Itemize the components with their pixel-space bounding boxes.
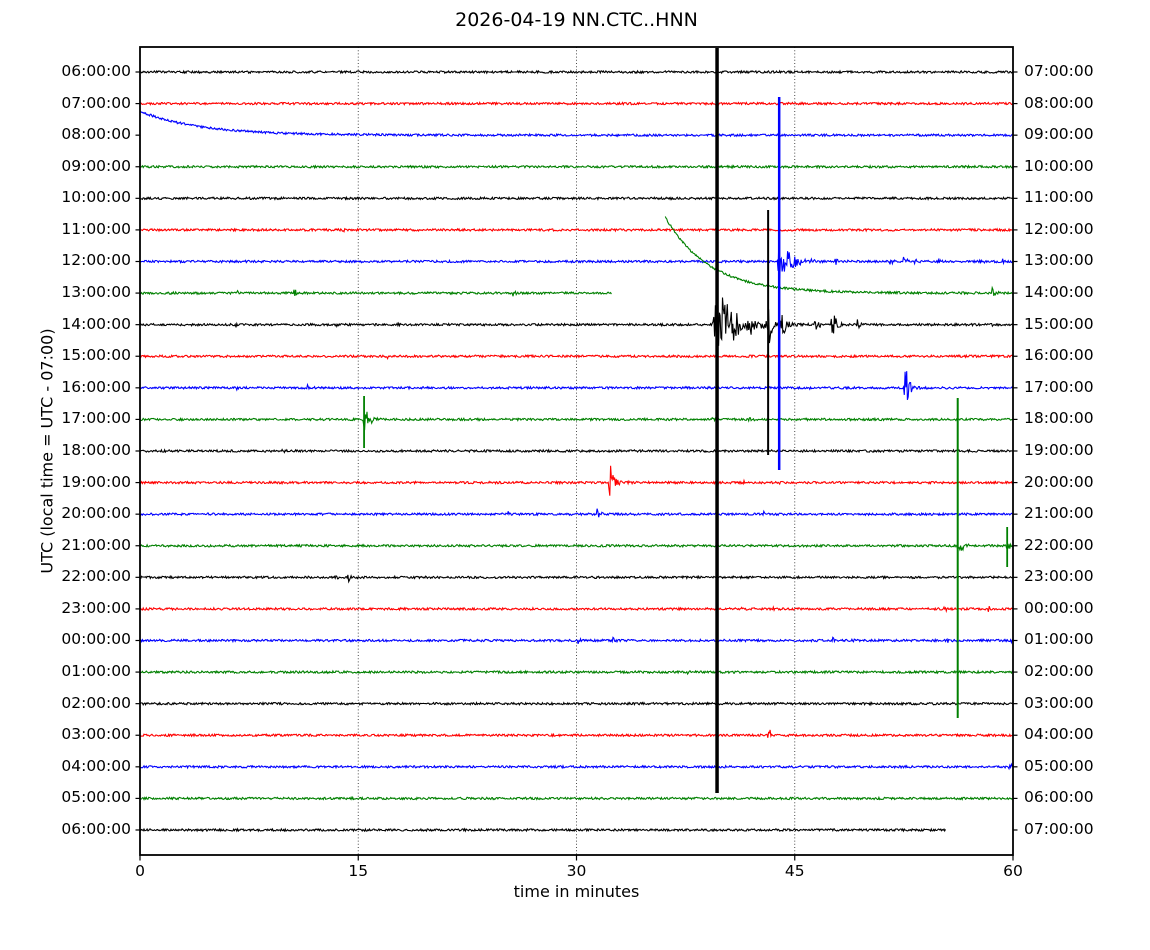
trace-17:00:00 xyxy=(139,411,1014,431)
trace-23:00:00 xyxy=(139,605,1014,614)
x-tick-label: 15 xyxy=(348,862,369,880)
right-time-label: 23:00:00 xyxy=(1024,567,1094,586)
x-tick-label: 30 xyxy=(566,862,587,880)
trace-20:00:00 xyxy=(139,508,1014,518)
trace-21:00:00 xyxy=(139,542,1014,552)
right-time-label: 07:00:00 xyxy=(1024,62,1094,80)
right-time-label: 06:00:00 xyxy=(1024,788,1094,807)
trace-19:00:00 xyxy=(139,465,1014,496)
left-time-label: 00:00:00 xyxy=(61,630,131,649)
trace-07:00:00 xyxy=(139,101,1014,107)
left-time-label: 10:00:00 xyxy=(61,188,131,207)
right-time-label: 02:00:00 xyxy=(1024,662,1094,681)
left-time-label: 18:00:00 xyxy=(61,440,131,459)
right-time-label: 05:00:00 xyxy=(1024,756,1094,775)
left-time-label: 06:00:00 xyxy=(61,62,131,80)
trace-14:00:00 xyxy=(139,293,1014,346)
left-time-label: 02:00:00 xyxy=(61,693,131,712)
x-tick-label: 0 xyxy=(135,862,145,880)
left-time-label: 08:00:00 xyxy=(61,125,131,144)
trace-13:00:00 xyxy=(664,216,1014,296)
right-time-label: 01:00:00 xyxy=(1024,630,1094,649)
left-time-label: 05:00:00 xyxy=(61,788,131,807)
trace-01:00:00 xyxy=(139,669,1014,676)
right-time-label: 21:00:00 xyxy=(1024,504,1094,523)
right-time-label: 08:00:00 xyxy=(1024,93,1094,112)
right-time-label: 20:00:00 xyxy=(1024,472,1094,491)
right-time-label: 00:00:00 xyxy=(1024,598,1094,617)
right-time-label: 12:00:00 xyxy=(1024,219,1094,238)
right-time-label: 11:00:00 xyxy=(1024,188,1094,207)
left-time-label: 15:00:00 xyxy=(61,346,131,365)
trace-16:00:00 xyxy=(139,371,1014,400)
left-time-label: 04:00:00 xyxy=(61,756,131,775)
left-time-label: 16:00:00 xyxy=(61,377,131,396)
trace-11:00:00 xyxy=(139,227,1014,233)
right-time-label: 13:00:00 xyxy=(1024,251,1094,270)
left-time-label: 09:00:00 xyxy=(61,156,131,175)
trace-22:00:00 xyxy=(139,574,1014,584)
trace-08:00:00 xyxy=(139,110,1014,138)
trace-15:00:00 xyxy=(139,353,1014,360)
trace-06:00:00 xyxy=(139,827,946,833)
right-time-label: 14:00:00 xyxy=(1024,283,1094,302)
trace-05:00:00 xyxy=(139,795,1014,801)
trace-18:00:00 xyxy=(139,448,1014,454)
x-tick-label: 45 xyxy=(784,862,805,880)
left-time-label: 12:00:00 xyxy=(61,251,131,270)
right-time-label: 16:00:00 xyxy=(1024,346,1094,365)
right-time-label: 10:00:00 xyxy=(1024,156,1094,175)
right-time-label: 07:00:00 xyxy=(1024,819,1094,838)
trace-13:00:00 xyxy=(139,289,612,297)
trace-02:00:00 xyxy=(139,701,1014,707)
trace-04:00:00 xyxy=(139,762,1014,771)
right-time-label: 18:00:00 xyxy=(1024,409,1094,428)
left-time-label: 23:00:00 xyxy=(61,598,131,617)
right-time-label: 22:00:00 xyxy=(1024,535,1094,554)
right-time-label: 03:00:00 xyxy=(1024,693,1094,712)
left-time-label: 21:00:00 xyxy=(61,535,131,554)
left-time-label: 20:00:00 xyxy=(61,504,131,523)
right-time-label: 19:00:00 xyxy=(1024,440,1094,459)
trace-06:00:00 xyxy=(139,69,1014,75)
trace-09:00:00 xyxy=(140,164,1014,170)
trace-10:00:00 xyxy=(139,195,1014,201)
left-time-label: 22:00:00 xyxy=(61,567,131,586)
left-time-label: 01:00:00 xyxy=(61,662,131,681)
left-time-label: 11:00:00 xyxy=(61,219,131,238)
trace-03:00:00 xyxy=(139,729,1014,739)
left-time-label: 14:00:00 xyxy=(61,314,131,333)
right-time-label: 15:00:00 xyxy=(1024,314,1094,333)
left-time-label: 13:00:00 xyxy=(61,283,131,302)
left-time-label: 19:00:00 xyxy=(61,472,131,491)
left-time-label: 03:00:00 xyxy=(61,725,131,744)
left-time-label: 17:00:00 xyxy=(61,409,131,428)
plot-title: 2026-04-19 NN.CTC..HNN xyxy=(455,9,698,31)
right-time-label: 04:00:00 xyxy=(1024,725,1094,744)
trace-00:00:00 xyxy=(139,636,1014,645)
trace-12:00:00 xyxy=(139,237,1014,279)
x-axis-label: time in minutes xyxy=(513,882,640,901)
right-time-label: 17:00:00 xyxy=(1024,377,1094,396)
right-time-label: 09:00:00 xyxy=(1024,125,1094,144)
left-time-label: 06:00:00 xyxy=(61,819,131,838)
x-tick-label: 60 xyxy=(1003,862,1023,880)
left-time-label: 07:00:00 xyxy=(61,93,131,112)
